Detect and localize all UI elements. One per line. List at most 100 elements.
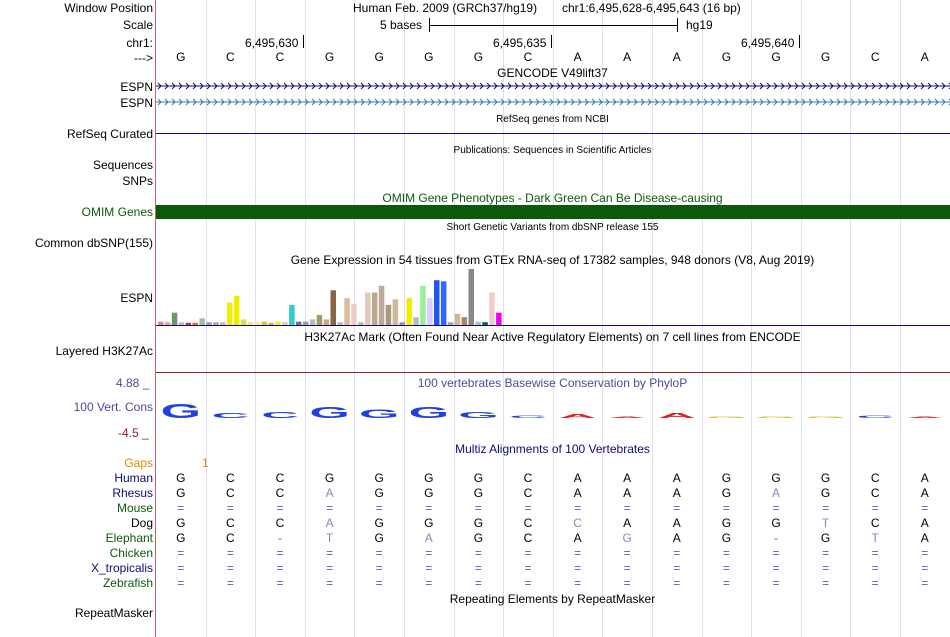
alignment-base: G: [721, 486, 732, 500]
species-label[interactable]: Chicken: [109, 546, 153, 560]
alignment-base: =: [574, 546, 582, 560]
gtex-tissue-bar: [158, 321, 164, 325]
sequences-track-label[interactable]: Sequences: [92, 158, 153, 172]
refseq-track-label[interactable]: RefSeq Curated: [66, 127, 153, 141]
strand-arrow: [290, 82, 295, 90]
alignment-base: A: [672, 516, 681, 530]
gtex-tissue-bar: [261, 321, 267, 325]
dbsnp-track-title[interactable]: Short Genetic Variants from dbSNP releas…: [446, 222, 659, 233]
conservation-track-label[interactable]: 100 Vert. Cons: [73, 400, 153, 414]
omim-track-label[interactable]: OMIM Genes: [81, 205, 153, 219]
omim-gene-bar[interactable]: [156, 205, 950, 219]
multiz-track-title[interactable]: Multiz Alignments of 100 Vertebrates: [455, 442, 650, 456]
alignment-base: A: [623, 516, 632, 530]
strand-arrow: [353, 98, 358, 106]
gtex-tissue-bar: [247, 322, 254, 325]
gencode-track-label-2[interactable]: ESPN: [120, 96, 153, 110]
species-label[interactable]: X_tropicalis: [90, 561, 153, 575]
alignment-base: =: [276, 576, 284, 590]
conservation-track-title[interactable]: 100 vertebrates Basewise Conservation by…: [417, 376, 688, 390]
repeatmasker-track-label[interactable]: RepeatMasker: [74, 606, 153, 620]
strand-arrow: [479, 98, 484, 106]
alignment-base: =: [772, 561, 780, 575]
gencode-track-title[interactable]: GENCODE V49lift37: [497, 66, 608, 80]
h3k27ac-track-title[interactable]: H3K27Ac Mark (Often Found Near Active Re…: [304, 330, 801, 344]
alignment-base: G: [721, 516, 732, 530]
strand-arrow: [689, 98, 694, 106]
ruler-tick: [799, 35, 800, 48]
refseq-track-title[interactable]: RefSeq genes from NCBI: [496, 114, 609, 125]
strand-arrow: [885, 82, 890, 90]
strand-arrow: [626, 82, 631, 90]
alignment-base: G: [473, 531, 484, 545]
conservation-logo-letter: A: [658, 412, 696, 420]
alignment-base: G: [424, 486, 434, 500]
sequence-base: G: [176, 50, 186, 64]
scale-text: 5 bases: [380, 18, 423, 32]
strand-arrow: [808, 98, 813, 106]
alignment-base: =: [425, 561, 433, 575]
gaps-label[interactable]: Gaps: [124, 456, 153, 470]
alignment-base: A: [920, 516, 929, 530]
strand-arrow: [227, 98, 232, 106]
strand-arrow: [703, 82, 708, 90]
gtex-track-label[interactable]: ESPN: [120, 291, 153, 305]
alignment-base: =: [524, 546, 532, 560]
strand-arrow: [822, 82, 827, 90]
gtex-tissue-bar: [358, 322, 364, 325]
gtex-tissue-bar: [309, 319, 316, 325]
strand-arrow: [290, 98, 295, 106]
h3k27ac-track-label[interactable]: Layered H3K27Ac: [55, 344, 153, 358]
alignment-base: =: [722, 561, 730, 575]
strand-arrow: [745, 82, 750, 90]
sequence-base: G: [721, 50, 732, 64]
refseq-gene-line[interactable]: [156, 133, 950, 134]
gencode-gene-features[interactable]: [156, 82, 950, 110]
sequence-base: G: [424, 50, 434, 64]
alignment-base: =: [623, 576, 631, 590]
strand-arrow: [591, 98, 596, 106]
species-label[interactable]: Dog: [130, 516, 153, 530]
strand-arrow: [913, 98, 918, 106]
alignment-base: =: [673, 576, 681, 590]
strand-arrow: [472, 82, 477, 90]
alignment-base: =: [226, 576, 234, 590]
repeatmasker-track-title[interactable]: Repeating Elements by RepeatMasker: [449, 592, 656, 606]
omim-track-title[interactable]: OMIM Gene Phenotypes - Dark Green Can Be…: [382, 191, 723, 205]
gtex-tissue-bar: [447, 322, 454, 325]
species-label[interactable]: Zebrafish: [102, 576, 153, 590]
gtex-track-title[interactable]: Gene Expression in 54 tissues from GTEx …: [290, 253, 815, 267]
strand-arrow: [402, 98, 407, 106]
species-label[interactable]: Elephant: [105, 531, 153, 545]
strand-arrow: [311, 98, 316, 106]
strand-arrow: [857, 98, 862, 106]
alignment-base: =: [871, 546, 879, 560]
strand-arrow: [409, 98, 414, 106]
dbsnp-track-label[interactable]: Common dbSNP(155): [34, 236, 153, 250]
gtex-tissue-bar: [475, 321, 481, 325]
strand-arrow: [864, 98, 869, 106]
strand-arrow: [647, 98, 652, 106]
strand-arrow: [920, 98, 925, 106]
strand-arrow: [521, 98, 526, 106]
scale-label: Scale: [122, 18, 153, 32]
alignment-base: G: [820, 471, 831, 485]
sequence-base: G: [324, 50, 335, 64]
alignment-base: =: [276, 501, 284, 515]
gencode-track-label-1[interactable]: ESPN: [120, 80, 153, 94]
gtex-tissue-bar: [413, 317, 419, 325]
strand-arrow: [234, 98, 239, 106]
snps-track-label[interactable]: SNPs: [122, 174, 153, 188]
alignment-base: A: [623, 471, 632, 485]
strand-arrow: [507, 82, 512, 90]
strand-arrow: [283, 98, 288, 106]
species-label[interactable]: Mouse: [116, 501, 153, 515]
gtex-expression-chart[interactable]: [156, 267, 950, 327]
strand-arrow: [584, 98, 589, 106]
publications-track-title[interactable]: Publications: Sequences in Scientific Ar…: [453, 145, 652, 156]
species-label[interactable]: Human: [114, 471, 153, 485]
species-label[interactable]: Rhesus: [112, 486, 153, 500]
strand-arrow: [521, 82, 526, 90]
strand-arrow: [934, 98, 939, 106]
